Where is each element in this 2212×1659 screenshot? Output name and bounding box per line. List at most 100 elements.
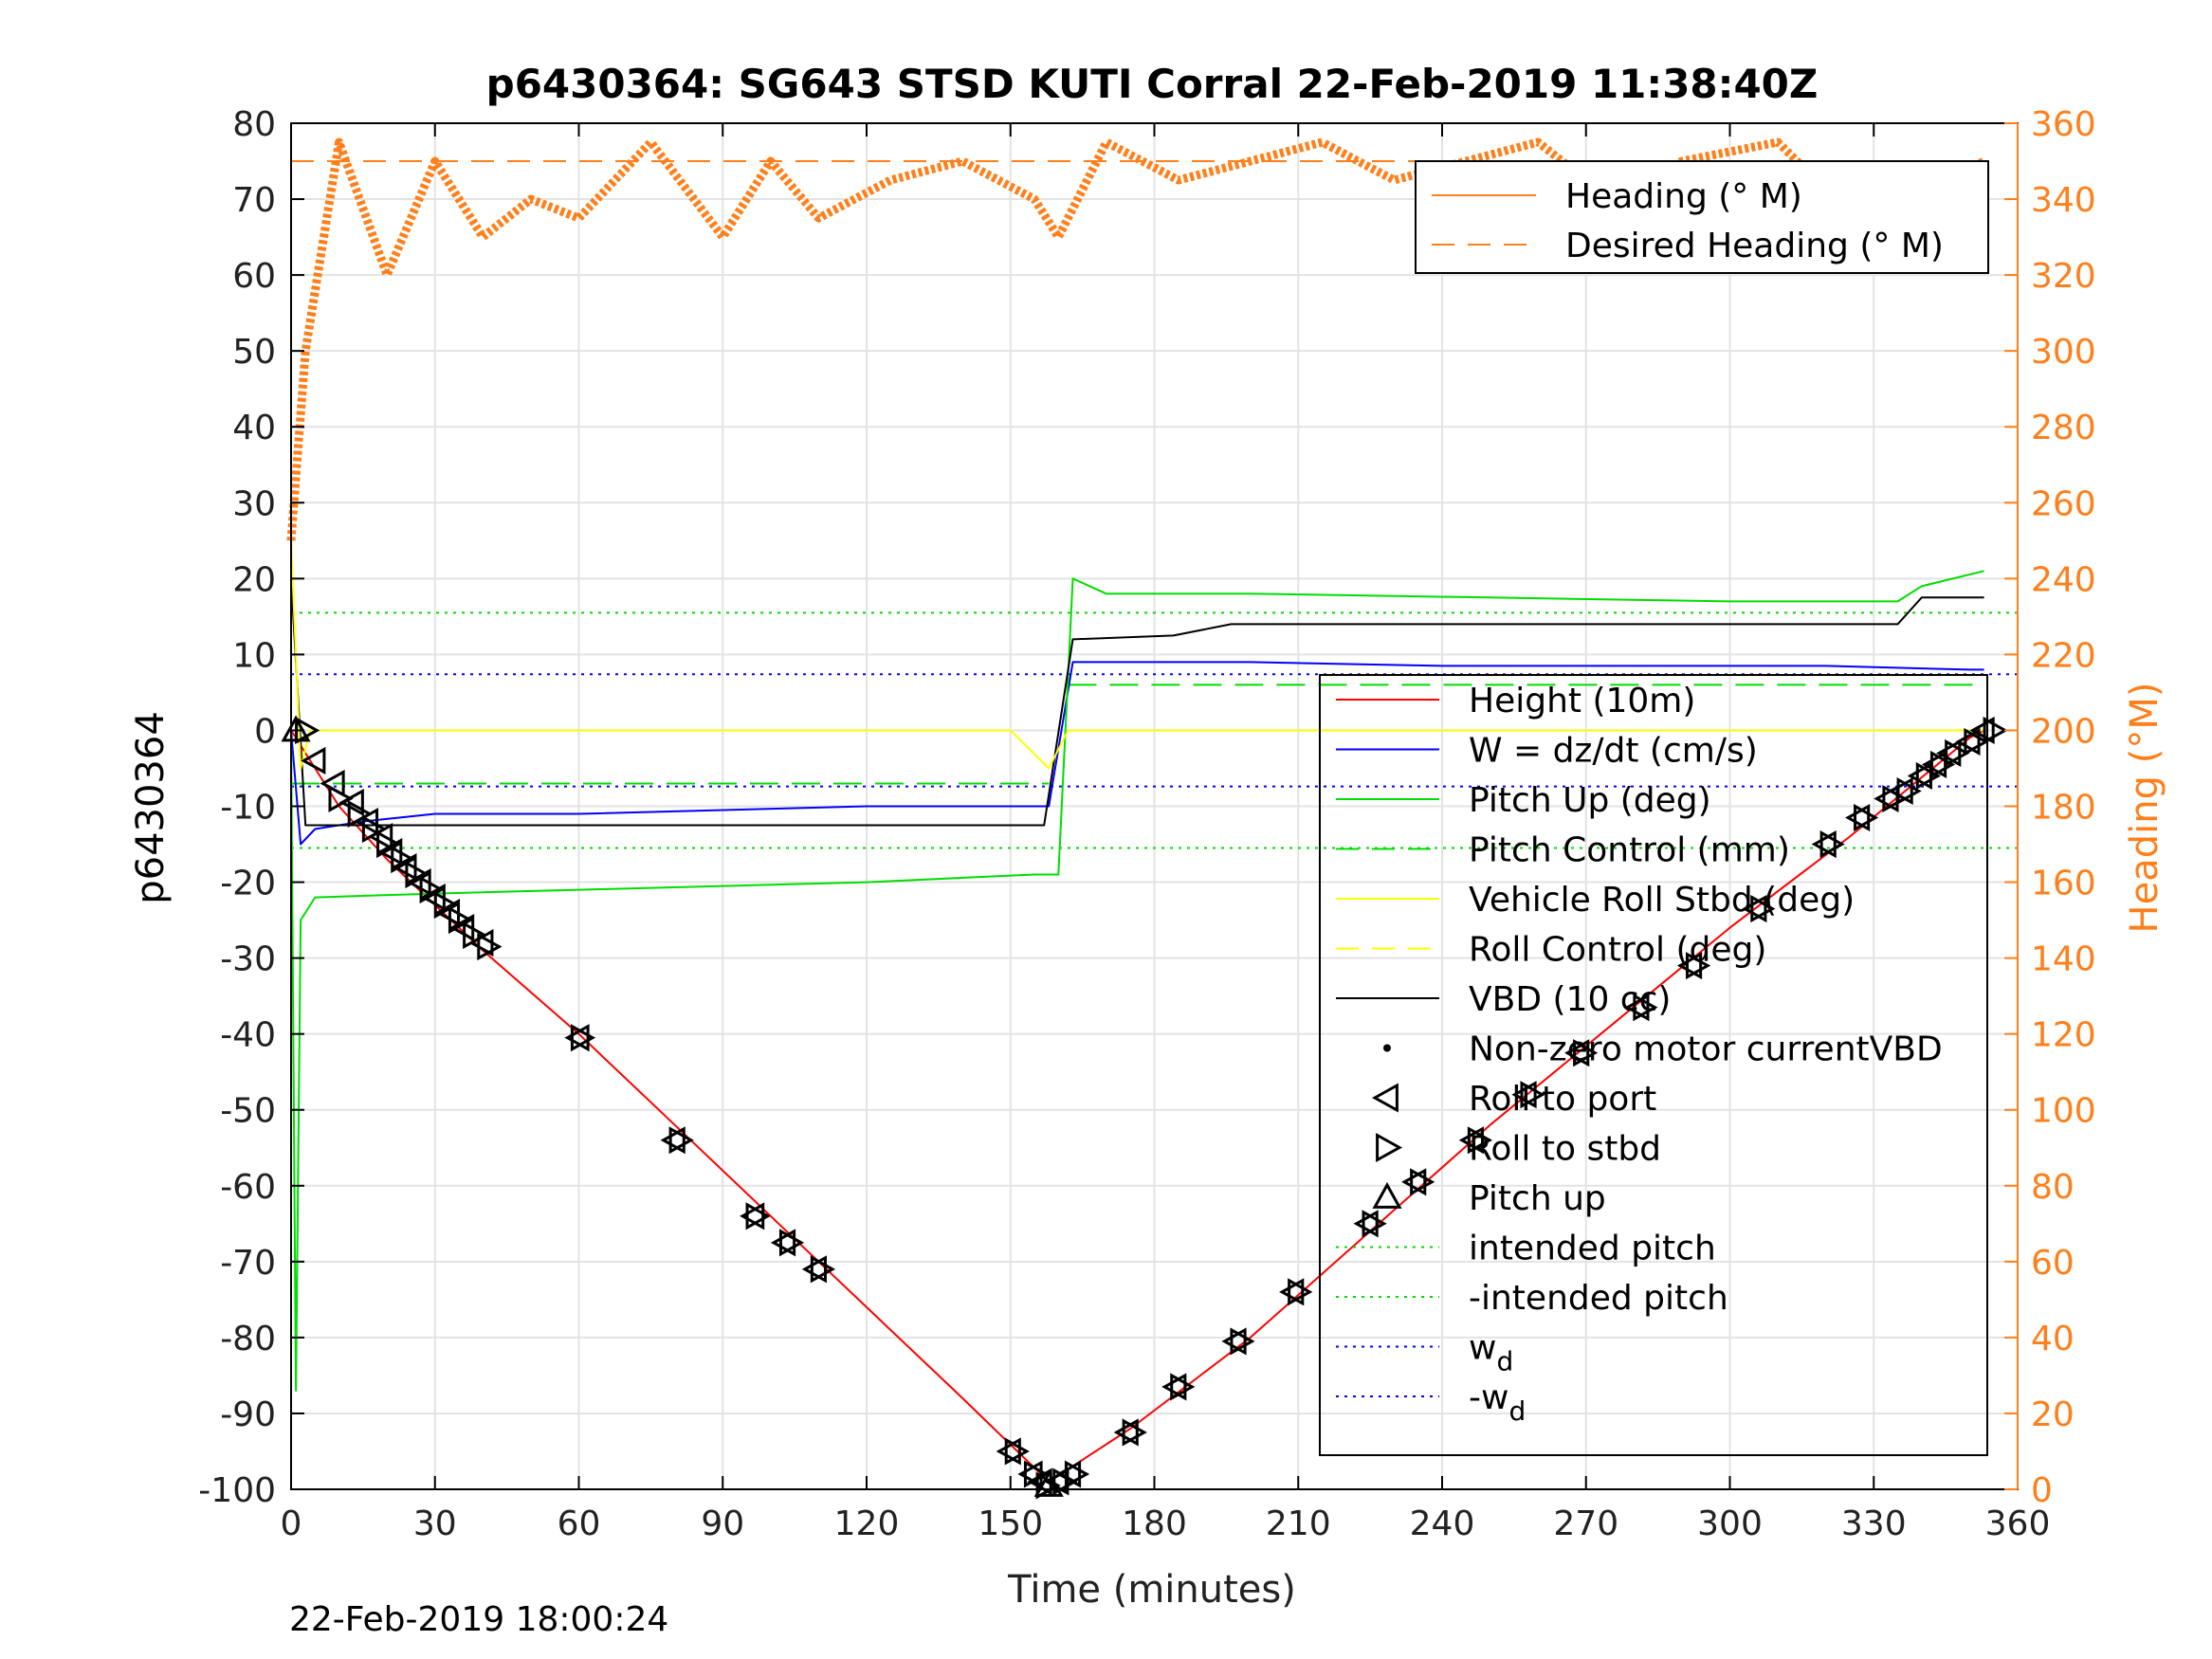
legend-label: Pitch Control (mm) [1469,831,1790,870]
marker-roll-to-port [1279,1278,1305,1306]
y-tick-label: 30 [232,484,276,523]
marker-roll-to-stbd [1929,750,1956,779]
y-tick-label: 20 [232,560,276,599]
marker-roll-to-stbd [477,933,503,961]
x-axis-label: Time (minutes) [1007,1568,1296,1612]
marker-roll-to-stbd [1882,784,1908,813]
legend-label: Roll to stbd [1469,1130,1661,1169]
chart-title: p6430364: SG643 STSD KUTI Corral 22-Feb-… [486,61,1819,107]
legend-label: VBD (10 cc) [1469,980,1671,1019]
marker-roll-to-stbd [1915,761,1941,791]
marker-roll-to-stbd [1819,830,1845,859]
y2-tick-label: 100 [2031,1092,2096,1131]
marker-roll-to-stbd [1122,1418,1147,1447]
marker-layer [281,715,2008,1500]
marker-roll-to-stbd [419,876,445,904]
y-tick-label: 50 [232,333,276,372]
y2-tick-label: 140 [2031,940,2096,979]
y2-tick-label: 20 [2031,1395,2075,1434]
marker-roll-to-stbd [391,845,416,874]
marker-roll-to-stbd [1035,1471,1061,1500]
y-tick-label: 40 [232,409,276,447]
marker-roll-to-port [1564,1039,1590,1067]
y-tick-label: 70 [232,181,276,220]
y2-tick-label: 300 [2031,333,2096,372]
marker-roll-to-port [770,1229,796,1257]
legend-swatch-dot [1383,1044,1391,1052]
y-axis-label: p6430364 [129,711,173,904]
marker-roll-to-stbd [1023,1460,1050,1488]
x-tick-label: 180 [1122,1504,1187,1543]
legend-label: Vehicle Roll Stbd (deg) [1469,881,1855,920]
marker-roll-to-port [1969,716,1995,744]
legend-label: Roll Control (deg) [1469,931,1766,970]
y-tick-label: 10 [232,636,276,675]
marker-roll-to-stbd [778,1229,805,1257]
marker-roll-to-stbd [376,830,402,859]
axes: 0 30 60 90 120 150 180 210 240 270 300 330 360807060… [198,105,2095,1543]
y-tick-label: -20 [220,865,276,903]
y-tick-label: 60 [232,257,276,296]
y2-tick-label: 240 [2031,560,2096,599]
x-tick-label: 360 [1985,1504,2051,1543]
marker-roll-to-port [1624,994,1650,1022]
y-tick-label: -30 [220,940,276,979]
marker-roll-to-stbd [1064,1460,1090,1488]
y-tick-label: -50 [220,1092,276,1131]
y-tick-label: -60 [220,1168,276,1207]
marker-roll-to-stbd [1633,994,1658,1022]
y-tick-label: -70 [220,1244,276,1283]
x-tick-label: 270 [1553,1504,1618,1543]
marker-roll-to-stbd [463,921,488,950]
marker-roll-to-stbd [448,906,474,935]
marker-roll-to-stbd [1983,716,2008,744]
series-line-vbd--10-cc- [290,578,1984,827]
legend-label: Roll to port [1469,1080,1656,1119]
y2-tick-label: 160 [2031,865,2096,903]
marker-roll-to-port [1401,1168,1427,1196]
marker-roll-to-stbd [570,1024,596,1052]
marker-roll-to-port [1113,1418,1139,1447]
legend-swatch-marker [1372,1181,1402,1209]
y-tick-label: -90 [220,1395,276,1434]
legend-label: W = dz/dt (cm/s) [1469,732,1758,771]
marker-roll-to-port [1742,895,1767,923]
marker-roll-to-stbd [1520,1081,1545,1109]
marker-roll-to-port [801,1255,827,1284]
marker-roll-to-port [660,1126,686,1155]
legend-heading: Heading (° M) Desired Heading (° M) [1415,160,1989,274]
legend-swatch-marker [1371,1083,1398,1113]
y-tick-label: -80 [220,1320,276,1358]
marker-roll-to-stbd [1964,727,1989,757]
x-tick-label: 90 [701,1504,744,1543]
x-tick-label: 0 [281,1504,302,1543]
marker-roll-to-stbd [1170,1373,1196,1401]
marker-roll-to-port [338,788,364,817]
x-tick-label: 330 [1841,1504,1907,1543]
marker-roll-to-stbd [1467,1126,1493,1155]
marker-roll-to-port [1221,1327,1247,1356]
legend-heading-box [1415,160,1989,274]
marker-roll-to-port [1844,803,1871,832]
legend-label: intended pitch [1469,1230,1716,1268]
y2-tick-label: 80 [2031,1168,2075,1207]
x-tick-label: 210 [1266,1504,1331,1543]
marker-roll-to-port [1955,727,1981,757]
y2-tick-label: 40 [2031,1320,2075,1358]
marker-roll-to-stbd [1685,952,1711,980]
y2-tick-label: 340 [2031,181,2096,220]
legend-label: Pitch up [1469,1179,1606,1218]
y2-tick-label: 320 [2031,257,2096,296]
y2-tick-label: 120 [2031,1016,2096,1055]
marker-roll-to-stbd [1362,1210,1387,1238]
marker-roll-to-port [1353,1210,1379,1238]
marker-pitch-up [1033,1469,1064,1497]
marker-roll-to-stbd [328,784,354,813]
x-tick-label: 240 [1410,1504,1475,1543]
x-tick-label: 30 [413,1504,457,1543]
marker-roll-to-stbd [433,891,459,920]
y2-tick-label: 180 [2031,789,2096,828]
marker-roll-to-port [996,1437,1021,1466]
marker-roll-to-port [1511,1081,1537,1109]
